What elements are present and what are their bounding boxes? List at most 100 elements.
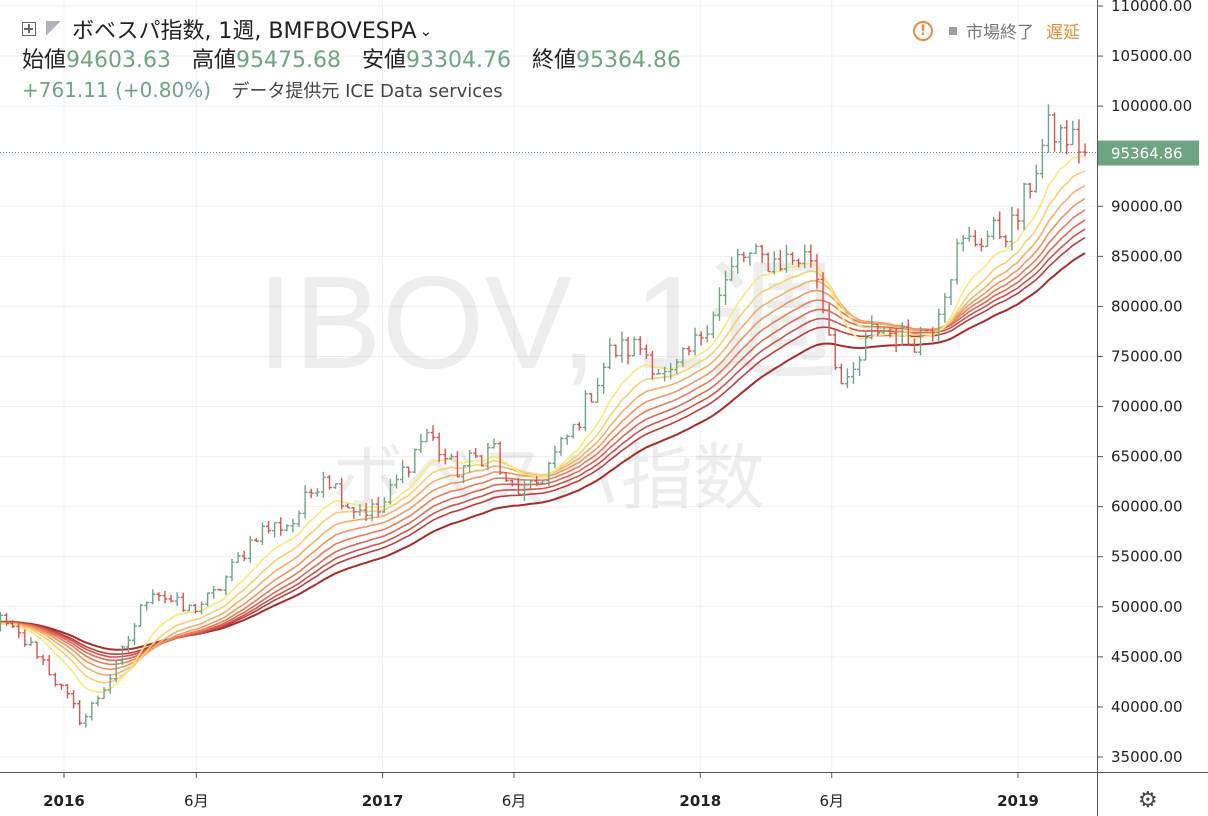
- ohlc-bar: [534, 475, 540, 486]
- ohlc-bar: [783, 244, 789, 273]
- ohlc-bar: [558, 436, 564, 456]
- ohlc-bar: [954, 238, 960, 285]
- ohlc-bar: [339, 477, 345, 510]
- ohlc-bar: [918, 326, 924, 356]
- ohlc-bar: [826, 303, 832, 336]
- ohlc-bar: [235, 552, 241, 563]
- symbol-row[interactable]: ボベスパ指数, 1週, BMFBOVESPA ⌄: [22, 12, 681, 46]
- ohlc-bar: [771, 251, 777, 275]
- market-status: ! 市場終了 遅延: [913, 18, 1080, 43]
- ohlc-bar: [1070, 120, 1076, 146]
- ohlc-bar: [284, 524, 290, 532]
- ohlc-bar: [259, 522, 265, 546]
- warning-icon[interactable]: !: [913, 20, 933, 41]
- ohlc-bar: [540, 479, 546, 484]
- ohlc-bar: [881, 327, 887, 334]
- open-value: 94603.63: [66, 48, 171, 73]
- ohlc-bar: [710, 311, 716, 339]
- ohlc-bar: [668, 362, 674, 380]
- price-tick-label: 100000.00: [1111, 97, 1192, 115]
- chart-grid: [0, 0, 1097, 772]
- ohlc-bar: [564, 434, 570, 445]
- ohlc-bar: [814, 253, 820, 289]
- ohlc-bar: [101, 687, 107, 700]
- ohlc-bar: [40, 654, 46, 666]
- ohlc-bar: [521, 480, 527, 501]
- ohlc-bar: [820, 272, 826, 314]
- ohlc-bar: [735, 248, 741, 274]
- ohlc-bar: [503, 472, 509, 482]
- ohlc-bar: [875, 323, 881, 337]
- ohlc-bar: [832, 329, 838, 370]
- ohlc-bar: [613, 344, 619, 358]
- change-row: +761.11 (+0.80%) データ提供元 ICE Data service…: [22, 76, 681, 104]
- close-label: 終値: [532, 48, 577, 73]
- gear-icon[interactable]: ⚙: [1138, 788, 1158, 813]
- ohlc-bar: [229, 558, 235, 582]
- symbol-title[interactable]: ボベスパ指数, 1週, BMFBOVESPA: [72, 19, 417, 44]
- ohlc-bar: [1009, 206, 1015, 251]
- time-tick-label: 6月: [502, 792, 527, 810]
- ohlc-bar: [180, 592, 186, 612]
- ohlc-bar: [296, 510, 302, 528]
- ohlc-bar: [168, 594, 174, 603]
- ohlc-bar: [576, 421, 582, 431]
- ohlc-bar: [802, 244, 808, 269]
- price-tick-label: 70000.00: [1111, 398, 1183, 416]
- chevron-down-icon[interactable]: ⌄: [419, 22, 433, 40]
- ohlc-bar: [625, 336, 631, 365]
- ohlc-bar: [314, 488, 320, 497]
- price-axis[interactable]: [1097, 0, 1208, 816]
- delayed-label[interactable]: 遅延: [1046, 23, 1080, 43]
- ohlc-bar: [978, 238, 984, 252]
- last-price-label: 95364.86: [1098, 140, 1199, 166]
- ohlc-bar: [363, 503, 369, 521]
- ohlc-bar: [985, 230, 991, 248]
- collapse-icon[interactable]: [22, 22, 36, 36]
- price-tick-label: 75000.00: [1111, 347, 1183, 365]
- ohlc-bar: [424, 428, 430, 443]
- ohlc-bar: [369, 498, 375, 522]
- flag-icon[interactable]: [46, 21, 60, 37]
- ohlc-bar: [162, 590, 168, 604]
- ohlc-bar: [125, 636, 131, 653]
- ohlc-bar: [83, 713, 89, 728]
- ohlc-bar: [649, 350, 655, 380]
- ohlc-bar: [119, 645, 125, 665]
- ohlc-bar: [570, 423, 576, 439]
- ohlc-bar: [942, 293, 948, 323]
- time-tick-label: 2016: [43, 792, 85, 810]
- ohlc-bar: [381, 497, 387, 513]
- ohlc-bar: [759, 244, 765, 263]
- ohlc-bar: [436, 432, 442, 463]
- ohlc-bar: [351, 507, 357, 519]
- ohlc-bar: [46, 654, 52, 676]
- ohlc-bar: [765, 252, 771, 273]
- ohlc-bar: [680, 347, 686, 368]
- ema-ribbon: [0, 155, 1086, 694]
- ohlc-bar: [272, 522, 278, 538]
- ohlc-bar: [223, 575, 229, 596]
- ohlc-bar: [192, 603, 198, 614]
- ohlc-bar: [930, 327, 936, 342]
- ohlc-bar: [150, 589, 156, 605]
- ohlc-bar: [333, 483, 339, 489]
- ohlc-bar: [479, 454, 485, 467]
- ohlc-bar: [936, 308, 942, 341]
- ohlc-bar: [52, 672, 58, 687]
- ohlc-bar: [302, 485, 308, 519]
- ohlc-bar: [582, 390, 588, 432]
- time-axis[interactable]: [0, 772, 1097, 816]
- ohlc-bar: [375, 497, 381, 517]
- ohlc-bar: [1064, 120, 1070, 155]
- ohlc-bar: [924, 329, 930, 332]
- ohlc-bar: [662, 366, 668, 382]
- ohlc-bar: [729, 256, 735, 282]
- ohlc-bar: [253, 537, 259, 542]
- ohlc-bar: [497, 441, 503, 475]
- time-tick-label: 6月: [819, 792, 844, 810]
- ohlc-bar: [89, 701, 95, 721]
- ohlc-bar: [34, 641, 40, 659]
- ohlc-bar: [64, 683, 70, 699]
